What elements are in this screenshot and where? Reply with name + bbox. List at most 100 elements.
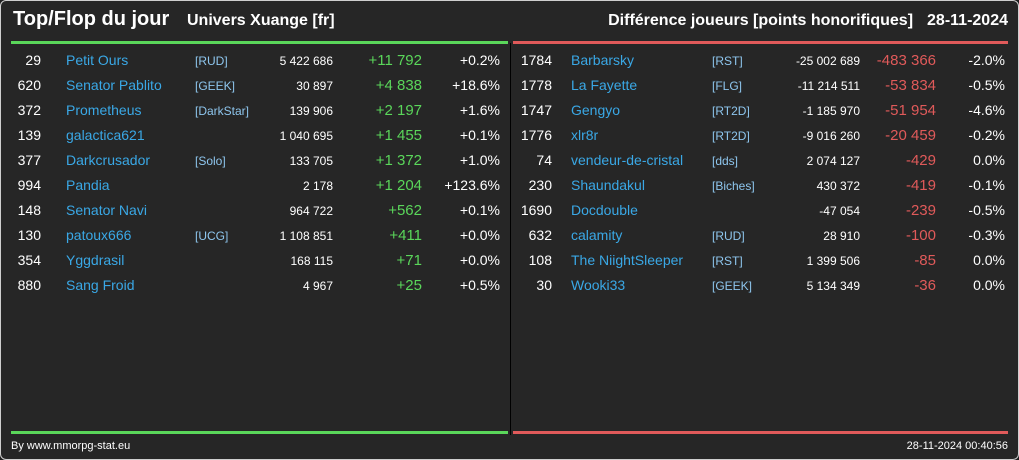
player-name-link[interactable]: Sang Froid (66, 277, 135, 293)
percent-change: -0.5% (968, 77, 1005, 93)
alliance-tag[interactable]: [GEEK] (195, 79, 236, 93)
player-name-link[interactable]: Barbarsky (571, 52, 635, 68)
top-panel-bottom-bar (11, 431, 508, 434)
points-delta: +71 (396, 252, 422, 269)
player-points: -9 016 260 (802, 129, 860, 143)
player-name-link[interactable]: patoux666 (66, 227, 132, 243)
table-row: 30 Wooki33 [GEEK] 5 134 349 -36 0.0% (515, 273, 1009, 298)
alliance-tag[interactable]: [FLG] (712, 79, 743, 93)
points-delta: -239 (905, 202, 936, 219)
table-row: 148 Senator Navi 964 722 +562 +0.1% (11, 198, 508, 223)
alliance-tag[interactable]: [RUD] (195, 54, 228, 68)
percent-change: +0.5% (459, 277, 500, 293)
player-name-link[interactable]: calamity (571, 227, 623, 243)
alliance-tag[interactable]: [DarkStar] (195, 104, 250, 118)
player-name-link[interactable]: Docdouble (571, 202, 638, 218)
player-points: 5 422 686 (279, 54, 333, 68)
points-delta: -100 (905, 227, 936, 244)
alliance-tag[interactable]: [RST] (712, 54, 743, 68)
alliance-tag[interactable]: [Biches] (712, 179, 755, 193)
points-delta: +11 792 (368, 52, 422, 69)
panel-divider (510, 43, 511, 435)
points-delta: -53 834 (885, 77, 936, 94)
percent-change: +0.2% (459, 52, 500, 68)
player-name-link[interactable]: Shaundakul (571, 177, 645, 193)
player-points: -25 002 689 (795, 54, 860, 68)
player-points: 168 115 (290, 254, 334, 268)
percent-change: -0.1% (968, 177, 1005, 193)
flop-panel-bar (513, 41, 1008, 44)
player-name-link[interactable]: Petit Ours (66, 52, 129, 68)
player-points: 2 178 (302, 179, 333, 193)
percent-change: +0.0% (459, 252, 500, 268)
player-name-link[interactable]: The NiightSleeper (571, 252, 684, 268)
points-delta: -483 366 (876, 52, 936, 69)
player-points: -47 054 (819, 204, 860, 218)
points-delta: +1 204 (375, 177, 422, 194)
alliance-tag[interactable]: [RUD] (712, 229, 745, 243)
player-name-link[interactable]: Prometheus (66, 102, 142, 118)
player-rank: 1784 (520, 52, 552, 68)
percent-change: -2.0% (968, 52, 1005, 68)
metric-label: Différence joueurs [points honorifiques] (608, 12, 914, 29)
player-name-link[interactable]: Pandia (66, 177, 110, 193)
alliance-tag[interactable]: [RT2D] (712, 129, 750, 143)
player-name-link[interactable]: Yggdrasil (66, 252, 125, 268)
alliance-tag[interactable]: [Solo] (195, 154, 226, 168)
player-points: 28 910 (823, 229, 860, 243)
points-delta: +1 455 (375, 127, 422, 144)
table-row: 1784 Barbarsky [RST] -25 002 689 -483 366 -2.… (515, 48, 1009, 73)
points-delta: -429 (905, 152, 936, 169)
points-delta: -36 (914, 277, 936, 294)
player-rank: 620 (17, 77, 41, 93)
source-link[interactable]: By www.mmorpg-stat.eu (11, 440, 131, 452)
points-delta: +562 (388, 202, 422, 219)
player-rank: 354 (17, 252, 41, 268)
player-name-link[interactable]: Gengyo (571, 102, 621, 118)
flop-players-panel: 1784 Barbarsky [RST] -25 002 689 -483 366 -2.… (515, 48, 1009, 298)
percent-change: +18.6% (452, 77, 500, 93)
player-points: -1 185 970 (802, 104, 860, 118)
percent-change: -0.3% (968, 227, 1005, 243)
alliance-tag[interactable]: [RST] (712, 254, 743, 268)
player-rank: 994 (17, 177, 41, 193)
alliance-tag[interactable]: [dds] (712, 154, 739, 168)
percent-change: +1.0% (459, 152, 500, 168)
percent-change: +0.0% (459, 227, 500, 243)
player-points: 430 372 (816, 179, 860, 193)
player-name-link[interactable]: xlr8r (571, 127, 599, 143)
alliance-tag[interactable]: [UCG] (195, 229, 229, 243)
table-row: 1776 xlr8r [RT2D] -9 016 260 -20 459 -0.2% (515, 123, 1009, 148)
footer-timestamp: 28-11-2024 00:40:56 (906, 440, 1008, 452)
player-points: 2 074 127 (806, 154, 860, 168)
player-rank: 74 (536, 152, 552, 168)
points-delta: +2 197 (375, 102, 422, 119)
points-delta: +1 372 (375, 152, 422, 169)
alliance-tag[interactable]: [GEEK] (712, 279, 753, 293)
alliance-tag[interactable]: [RT2D] (712, 104, 750, 118)
table-row: 230 Shaundakul [Biches] 430 372 -419 -0.1% (515, 173, 1009, 198)
percent-change: +0.1% (459, 202, 500, 218)
table-row: 1690 Docdouble -47 054 -239 -0.5% (515, 198, 1009, 223)
player-name-link[interactable]: Senator Navi (66, 202, 147, 218)
player-points: 4 967 (302, 279, 333, 293)
table-row: 354 Yggdrasil 168 115 +71 +0.0% (11, 248, 508, 273)
player-name-link[interactable]: galactica621 (66, 127, 145, 143)
player-rank: 632 (528, 227, 552, 243)
table-row: 108 The NiightSleeper [RST] 1 399 506 -85 0.0… (515, 248, 1009, 273)
table-row: 632 calamity [RUD] 28 910 -100 -0.3% (515, 223, 1009, 248)
table-row: 1778 La Fayette [FLG] -11 214 511 -53 834 -0.… (515, 73, 1009, 98)
player-name-link[interactable]: La Fayette (571, 77, 638, 93)
player-name-link[interactable]: vendeur-de-cristal (571, 152, 684, 168)
player-rank: 230 (528, 177, 552, 193)
points-delta: -51 954 (885, 102, 936, 119)
player-name-link[interactable]: Senator Pablito (66, 77, 162, 93)
top-players-panel: 29 Petit Ours [RUD] 5 422 686 +11 792 +0.2% 62… (11, 48, 508, 298)
player-name-link[interactable]: Wooki33 (571, 277, 626, 293)
points-delta: +4 838 (375, 77, 422, 94)
player-rank: 29 (25, 52, 41, 68)
player-rank: 377 (17, 152, 41, 168)
player-name-link[interactable]: Darkcrusador (66, 152, 151, 168)
table-row: 620 Senator Pablito [GEEK] 30 897 +4 838 +18.… (11, 73, 508, 98)
